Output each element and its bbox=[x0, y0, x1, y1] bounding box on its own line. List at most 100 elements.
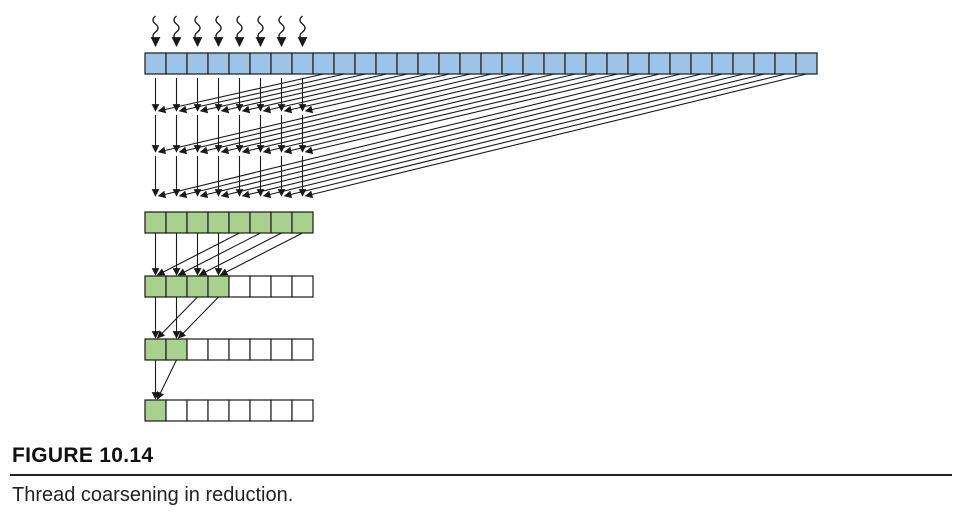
input-array-cell bbox=[774, 52, 797, 75]
reduction-level-0-cell bbox=[207, 211, 230, 234]
reduction-diagonal-arrow bbox=[177, 232, 261, 276]
coarsening-diagonal-arrow bbox=[199, 73, 534, 155]
reduction-level-2-cell bbox=[291, 338, 314, 361]
input-array-cell bbox=[753, 52, 776, 75]
coarsening-diagonal-arrow bbox=[199, 73, 366, 114]
reduction-level-1-cell bbox=[144, 275, 167, 298]
input-array-cell bbox=[333, 52, 356, 75]
input-array-cell bbox=[732, 52, 755, 75]
reduction-level-2-cell bbox=[144, 338, 167, 361]
reduction-level-3-cell bbox=[165, 399, 188, 422]
reduction-level-1-cell bbox=[186, 275, 209, 298]
input-array-cell bbox=[606, 52, 629, 75]
input-array-cell bbox=[228, 52, 251, 75]
input-array-cell bbox=[438, 52, 461, 75]
reduction-level-0-cell bbox=[270, 211, 293, 234]
reduction-level-0-cell bbox=[165, 211, 188, 234]
thread-icon bbox=[255, 15, 266, 47]
reduction-level-2-cell bbox=[207, 338, 230, 361]
reduction-level-0-cell bbox=[228, 211, 251, 234]
figure-divider bbox=[10, 474, 952, 476]
thread-icon bbox=[150, 15, 161, 47]
reduction-level-3-cell bbox=[144, 399, 167, 422]
reduction-level-2-cell bbox=[249, 338, 272, 361]
reduction-level-0-cell bbox=[291, 211, 314, 234]
thread-icon bbox=[213, 15, 224, 47]
reduction-level-3-cell bbox=[291, 399, 314, 422]
input-array-cell bbox=[207, 52, 230, 75]
input-array-cell bbox=[585, 52, 608, 75]
coarsening-diagonal-arrow bbox=[262, 73, 597, 155]
coarsening-diagonal-arrow bbox=[304, 73, 807, 199]
coarsening-diagonal-arrow bbox=[220, 73, 723, 199]
coarsening-diagonal-arrow bbox=[283, 73, 450, 114]
input-array-cell bbox=[270, 52, 293, 75]
coarsening-diagonal-arrow bbox=[220, 73, 387, 114]
thread-icon bbox=[171, 15, 182, 47]
coarsening-diagonal-arrow bbox=[157, 73, 660, 199]
coarsening-diagonal-arrow bbox=[157, 73, 324, 114]
reduction-level-3-cell bbox=[270, 399, 293, 422]
input-array-cell bbox=[669, 52, 692, 75]
input-array-cell bbox=[312, 52, 335, 75]
input-array-cell bbox=[249, 52, 272, 75]
figure-caption: Thread coarsening in reduction. bbox=[12, 484, 294, 506]
coarsening-diagonal-arrow bbox=[241, 73, 744, 199]
thread-coarsening-diagram bbox=[144, 15, 818, 422]
coarsening-diagonal-arrow bbox=[262, 73, 765, 199]
input-array-cell bbox=[186, 52, 209, 75]
input-array-cell bbox=[459, 52, 482, 75]
coarsening-diagonal-arrow bbox=[241, 73, 576, 155]
coarsening-diagonal-arrow bbox=[178, 73, 513, 155]
input-array-cell bbox=[417, 52, 440, 75]
input-array-cell bbox=[144, 52, 167, 75]
input-array-cell bbox=[690, 52, 713, 75]
input-array-cell bbox=[627, 52, 650, 75]
thread-icon bbox=[297, 15, 308, 47]
input-array-cell bbox=[543, 52, 566, 75]
input-array-cell bbox=[711, 52, 734, 75]
reduction-level-0-cell bbox=[144, 211, 167, 234]
reduction-level-1-cell bbox=[207, 275, 230, 298]
reduction-level-1-cell bbox=[270, 275, 293, 298]
reduction-level-1-cell bbox=[249, 275, 272, 298]
input-array-cell bbox=[501, 52, 524, 75]
reduction-level-3-cell bbox=[186, 399, 209, 422]
input-array-cell bbox=[354, 52, 377, 75]
reduction-diagonal-arrow bbox=[177, 296, 219, 339]
figure-label: FIGURE 10.14 bbox=[12, 444, 154, 467]
reduction-level-1-cell bbox=[165, 275, 188, 298]
reduction-level-0-cell bbox=[249, 211, 272, 234]
reduction-level-3-cell bbox=[249, 399, 272, 422]
coarsening-diagonal-arrow bbox=[178, 73, 345, 114]
reduction-diagonal-arrow bbox=[198, 232, 282, 276]
coarsening-diagonal-arrow bbox=[241, 73, 408, 114]
coarsening-diagonal-arrow bbox=[304, 73, 471, 114]
reduction-level-0-cell bbox=[186, 211, 209, 234]
coarsening-diagonal-arrow bbox=[283, 73, 618, 155]
reduction-diagonal-arrow bbox=[156, 296, 198, 339]
reduction-level-3-cell bbox=[228, 399, 251, 422]
thread-icon bbox=[234, 15, 245, 47]
input-array-cell bbox=[480, 52, 503, 75]
coarsening-diagonal-arrow bbox=[304, 73, 639, 155]
input-array-cell bbox=[795, 52, 818, 75]
input-array-cell bbox=[648, 52, 671, 75]
reduction-level-1-cell bbox=[228, 275, 251, 298]
input-array-cell bbox=[375, 52, 398, 75]
reduction-diagonal-arrow bbox=[157, 359, 177, 400]
input-array-cell bbox=[396, 52, 419, 75]
input-array-cell bbox=[522, 52, 545, 75]
reduction-diagonal-arrow bbox=[156, 232, 240, 276]
input-array-cell bbox=[291, 52, 314, 75]
coarsening-diagonal-arrow bbox=[157, 73, 492, 155]
thread-icon bbox=[276, 15, 287, 47]
reduction-level-2-cell bbox=[228, 338, 251, 361]
coarsening-diagonal-arrow bbox=[283, 73, 786, 199]
thread-icon bbox=[192, 15, 203, 47]
reduction-level-2-cell bbox=[270, 338, 293, 361]
reduction-level-1-cell bbox=[291, 275, 314, 298]
input-array-cell bbox=[165, 52, 188, 75]
reduction-level-2-cell bbox=[186, 338, 209, 361]
input-array-cell bbox=[564, 52, 587, 75]
